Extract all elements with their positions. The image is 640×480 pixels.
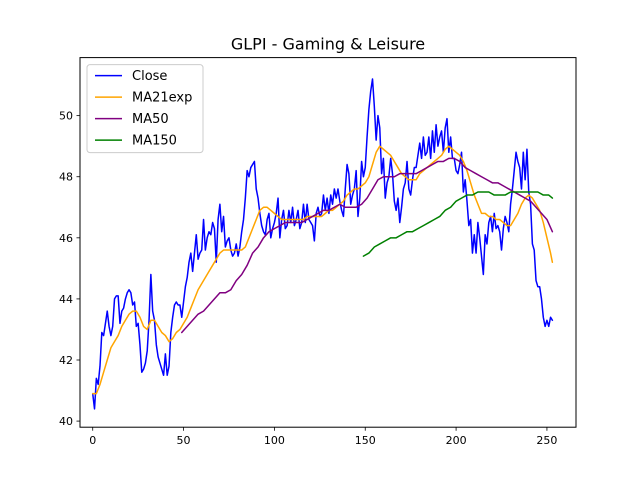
y-tick-label: 50 [59, 110, 73, 123]
x-tick-label: 100 [264, 434, 285, 447]
series-group [91, 78, 554, 410]
series-line-ma50 [180, 157, 554, 334]
series-line-close [91, 78, 554, 410]
y-tick-label: 44 [59, 293, 73, 306]
series-line-ma150 [362, 191, 554, 257]
x-tick-label: 150 [355, 434, 376, 447]
x-tick-label: 50 [177, 434, 191, 447]
x-tick-label: 250 [536, 434, 557, 447]
y-tick-label: 40 [59, 415, 73, 428]
legend-box [86, 64, 204, 154]
x-tick-label: 0 [89, 434, 96, 447]
series-line-ma21exp [91, 145, 554, 395]
legend-label: Close [132, 69, 167, 84]
y-tick-label: 42 [59, 354, 73, 367]
legend-label: MA21exp [132, 91, 192, 106]
legend-label: MA150 [132, 134, 177, 149]
plot-frame [79, 57, 577, 428]
chart-title: GLPI - Gaming & Leisure [231, 35, 425, 54]
y-axis: 40 42 44 46 48 50 [59, 110, 80, 428]
y-tick-label: 48 [59, 171, 73, 184]
y-tick-label: 46 [59, 232, 73, 245]
x-axis: 0 50 100 150 200 250 [89, 427, 557, 447]
legend-label: MA50 [132, 112, 169, 127]
x-tick-label: 200 [446, 434, 467, 447]
legend: Close MA21exp MA50 MA150 [86, 64, 204, 154]
